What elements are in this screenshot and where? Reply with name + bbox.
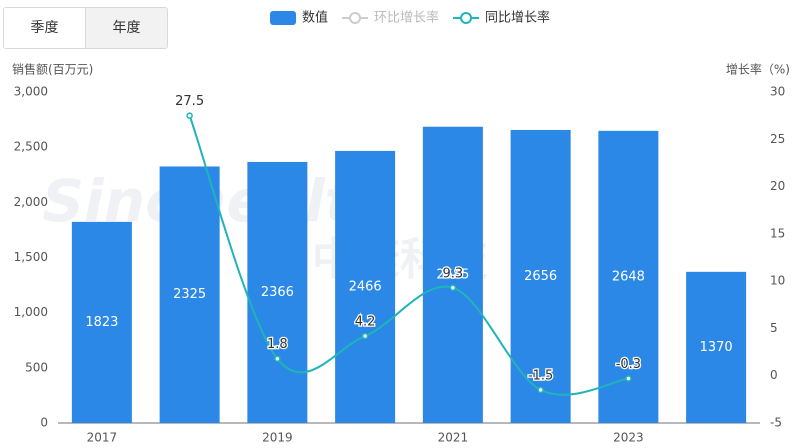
bar-value-label: 1370 [700,340,733,355]
bar-value-label: 1823 [85,315,118,330]
tab[interactable]: 季度 [30,20,59,36]
legend-label: 数值 [302,10,328,26]
legend-label: 同比增长率 [485,10,550,26]
legend-swatch [270,11,296,25]
y2-tick-label: 10 [770,274,785,288]
x-tick-label: 2019 [262,431,293,445]
y2-tick-label: 30 [770,85,785,99]
y-tick-label: 2,500 [14,140,48,154]
bar [686,271,747,423]
bar [247,161,308,423]
y2-tick-label: 20 [770,179,785,193]
bar-value-label: 2366 [261,285,294,300]
legend-swatch [460,12,473,24]
y2-tick-label: 0 [770,368,778,382]
y-tick-label: 2,000 [14,195,48,209]
line-value-label: 1.8 [267,337,288,352]
tab[interactable]: 年度 [85,8,167,48]
y-tick-label: 3,000 [14,85,48,99]
line-point [361,332,369,340]
bar [335,150,396,423]
bar-value-label: 2325 [173,287,206,302]
line-value-label: -0.3 [616,357,641,372]
y2-tick-label: 15 [770,226,785,240]
x-tick-label: 2017 [87,431,118,445]
y-tick-label: 500 [25,360,48,374]
bar-value-label: 2685 [436,267,469,282]
bar-value-label: 2648 [612,269,645,284]
y-tick-label: 0 [40,416,48,430]
y2-tick-label: 5 [770,321,778,335]
bar [510,129,571,424]
bar [71,221,132,423]
line-point [625,375,632,382]
line-point [449,284,457,292]
y-tick-label: 1,500 [14,250,48,264]
y-tick-label: 1,000 [14,305,48,319]
y2-tick-label: 25 [770,132,785,146]
line-value-label: 9.3 [443,266,464,281]
bar [598,130,659,423]
y-axis-title: 销售额(百万元) [12,62,93,77]
bar-value-label: 2466 [349,279,382,294]
legend-swatch [349,12,362,24]
y2-axis-title: 增长率（%) [726,62,790,77]
x-tick-label: 2021 [438,431,469,445]
tabs: 季度 年度 [3,7,168,49]
y2-tick-label: -5 [770,416,782,430]
bar-value-label: 2656 [524,269,557,284]
line-point [537,386,544,394]
x-tick-label: 2023 [613,431,644,445]
legend-label: 环比增长率 [374,10,439,26]
line-point [274,355,281,362]
line-point [186,112,193,119]
line-value-label: 4.2 [355,314,376,329]
bar [159,166,220,423]
bar [422,126,483,423]
line-value-label: 27.5 [175,94,204,109]
line-value-label: -1.5 [528,368,553,383]
